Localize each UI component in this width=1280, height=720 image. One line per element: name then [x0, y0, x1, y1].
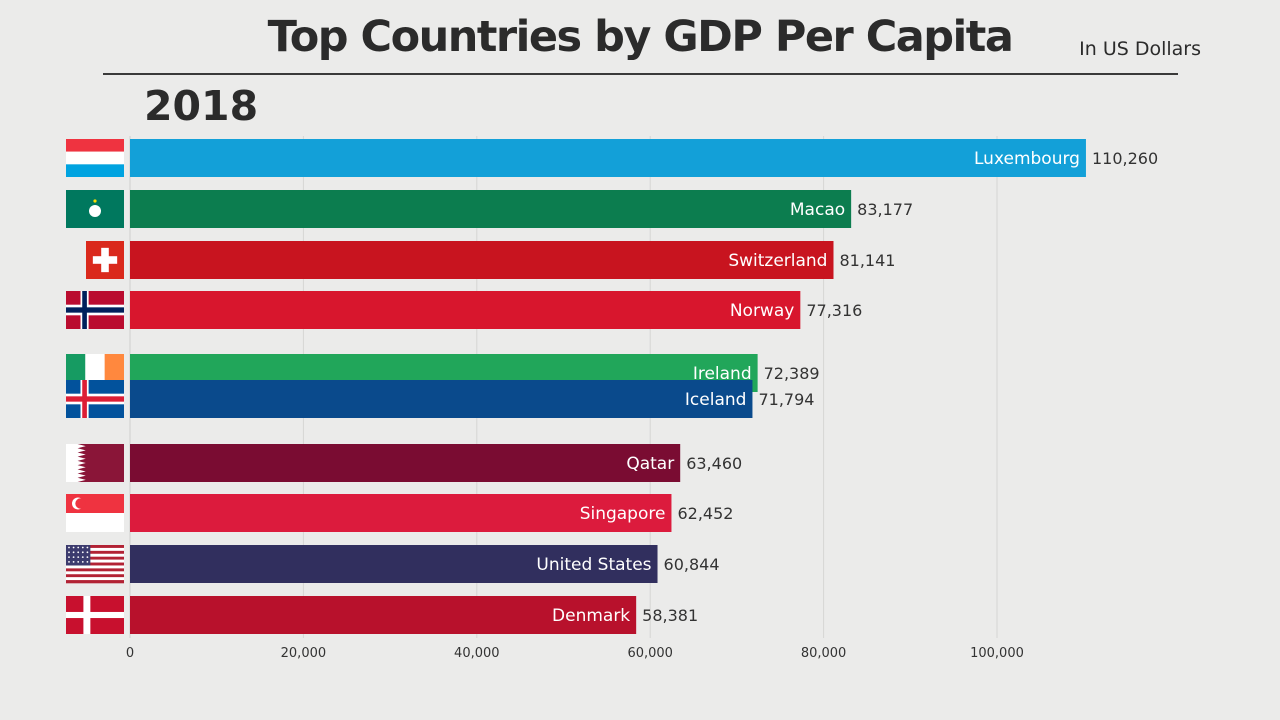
- bar-value-label: 62,452: [677, 504, 733, 523]
- united-states-flag: [66, 545, 124, 584]
- bar-denmark: [130, 596, 637, 634]
- qatar-flag: [66, 444, 124, 482]
- bar-value-label: 72,389: [764, 364, 820, 383]
- bar-luxembourg: [130, 139, 1086, 177]
- x-tick-label: 20,000: [281, 646, 327, 661]
- bar-value-label: 83,177: [857, 200, 913, 219]
- singapore-flag: [66, 494, 124, 532]
- bar-iceland: [130, 380, 753, 418]
- x-tick-label: 100,000: [970, 646, 1024, 661]
- iceland-flag: [66, 380, 124, 418]
- bar-category-label: Switzerland: [728, 251, 827, 271]
- denmark-flag: [66, 596, 124, 634]
- x-tick-label: 0: [126, 646, 134, 661]
- bar-value-label: 110,260: [1092, 149, 1158, 168]
- bar-value-label: 77,316: [806, 301, 862, 320]
- bar-united-states: [130, 545, 658, 583]
- chart-title: Top Countries by GDP Per Capita: [267, 12, 1014, 62]
- x-tick-label: 40,000: [454, 646, 500, 661]
- bar-category-label: Norway: [730, 301, 795, 321]
- bar-value-label: 81,141: [839, 251, 895, 270]
- year-label: 2018: [144, 82, 259, 130]
- bar-value-label: 63,460: [686, 454, 742, 473]
- bar-switzerland: [130, 241, 834, 279]
- bar-category-label: Luxembourg: [974, 149, 1080, 169]
- luxembourg-flag: [66, 139, 124, 177]
- bar-category-label: Ireland: [693, 364, 752, 384]
- norway-flag: [66, 291, 124, 329]
- bar-value-label: 71,794: [758, 390, 814, 409]
- bar-value-label: 58,381: [642, 606, 698, 625]
- bar-category-label: Denmark: [552, 606, 630, 626]
- bar-category-label: Macao: [790, 200, 845, 220]
- chart-subtitle: In US Dollars: [1079, 38, 1201, 60]
- macao-flag: [66, 190, 124, 228]
- bar-value-label: 60,844: [664, 555, 720, 574]
- bar-macao: [130, 190, 852, 228]
- bar-qatar: [130, 444, 681, 482]
- bar-singapore: [130, 494, 672, 532]
- bar-category-label: Iceland: [685, 390, 747, 410]
- bar-category-label: United States: [536, 555, 651, 575]
- bar-category-label: Qatar: [626, 454, 674, 474]
- x-tick-label: 80,000: [801, 646, 847, 661]
- bar-norway: [130, 291, 801, 329]
- bar-category-label: Singapore: [580, 504, 666, 524]
- title-divider: [103, 73, 1178, 75]
- x-tick-label: 60,000: [627, 646, 673, 661]
- switzerland-flag: [86, 241, 124, 279]
